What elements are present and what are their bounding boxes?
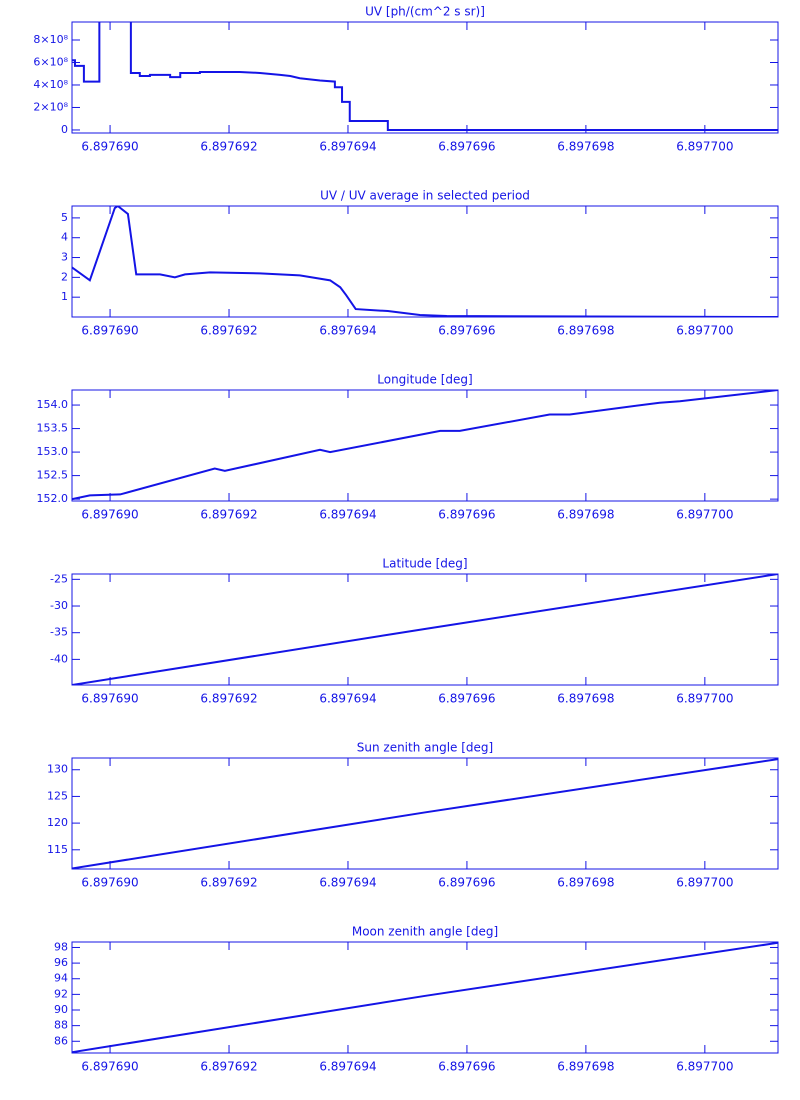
panel: UV / UV average in selected period 6.8976… bbox=[61, 189, 779, 338]
y-tick-label: 88 bbox=[54, 1019, 68, 1032]
x-tick-label: 6.897700 bbox=[676, 324, 733, 338]
x-tick-label: 6.897700 bbox=[676, 140, 733, 154]
data-line bbox=[72, 206, 778, 317]
plot-frame bbox=[71, 941, 779, 1054]
x-tick-label: 6.897698 bbox=[557, 324, 614, 338]
y-tick-label: 6×10⁸ bbox=[33, 55, 68, 68]
y-tick-label: -25 bbox=[50, 572, 68, 585]
x-tick-label: 6.897692 bbox=[200, 1060, 257, 1074]
data-line bbox=[72, 22, 778, 131]
y-tick-label: 154.0 bbox=[37, 398, 69, 411]
x-tick-label: 6.897696 bbox=[438, 508, 495, 522]
plot-frame bbox=[71, 573, 779, 686]
x-tick-label: 6.897690 bbox=[81, 1060, 138, 1074]
x-tick-label: 6.897692 bbox=[200, 692, 257, 706]
data-line bbox=[72, 758, 778, 869]
panel-title: UV [ph/(cm^2 s sr)] bbox=[365, 5, 485, 19]
x-tick-label: 6.897690 bbox=[81, 508, 138, 522]
panel-title: Moon zenith angle [deg] bbox=[352, 925, 498, 939]
x-tick-label: 6.897690 bbox=[81, 140, 138, 154]
data-line bbox=[72, 574, 778, 685]
y-tick-label: 4 bbox=[61, 231, 68, 244]
y-tick-label: -35 bbox=[50, 626, 68, 639]
x-tick-label: 6.897694 bbox=[319, 1060, 376, 1074]
x-tick-label: 6.897694 bbox=[319, 508, 376, 522]
x-tick-label: 6.897698 bbox=[557, 508, 614, 522]
y-tick-label: 152.5 bbox=[37, 469, 69, 482]
y-tick-label: 153.5 bbox=[37, 422, 69, 435]
x-tick-label: 6.897700 bbox=[676, 876, 733, 890]
x-tick-label: 6.897696 bbox=[438, 876, 495, 890]
x-tick-label: 6.897694 bbox=[319, 140, 376, 154]
plot-frame bbox=[71, 389, 779, 502]
x-tick-label: 6.897692 bbox=[200, 140, 257, 154]
data-line bbox=[72, 390, 778, 501]
y-tick-label: 3 bbox=[61, 251, 68, 264]
panel: UV [ph/(cm^2 s sr)] 6.897690 6.897692 6.897… bbox=[33, 5, 779, 154]
y-tick-label: 130 bbox=[47, 763, 68, 776]
panel-title: Longitude [deg] bbox=[377, 373, 472, 387]
x-tick-label: 6.897700 bbox=[676, 1060, 733, 1074]
x-tick-label: 6.897694 bbox=[319, 876, 376, 890]
x-tick-label: 6.897698 bbox=[557, 140, 614, 154]
y-tick-label: 120 bbox=[47, 816, 68, 829]
y-tick-label: 1 bbox=[61, 290, 68, 303]
plot-frame bbox=[71, 205, 779, 318]
y-tick-label: -40 bbox=[50, 652, 68, 665]
x-tick-label: 6.897696 bbox=[438, 324, 495, 338]
y-tick-label: 0 bbox=[61, 123, 68, 136]
x-tick-label: 6.897692 bbox=[200, 508, 257, 522]
plot-frame bbox=[71, 21, 779, 134]
y-tick-label: 2 bbox=[61, 270, 68, 283]
x-tick-label: 6.897690 bbox=[81, 692, 138, 706]
y-tick-label: 4×10⁸ bbox=[33, 78, 68, 91]
y-tick-label: 5 bbox=[61, 211, 68, 224]
x-tick-label: 6.897696 bbox=[438, 1060, 495, 1074]
y-tick-label: 115 bbox=[47, 843, 68, 856]
y-tick-label: 153.0 bbox=[37, 445, 69, 458]
y-tick-label: 86 bbox=[54, 1034, 68, 1047]
y-tick-label: 96 bbox=[54, 956, 68, 969]
panel-title: UV / UV average in selected period bbox=[320, 189, 530, 203]
y-tick-label: 8×10⁸ bbox=[33, 33, 68, 46]
y-tick-label: 92 bbox=[54, 987, 68, 1000]
x-tick-label: 6.897696 bbox=[438, 692, 495, 706]
x-tick-label: 6.897698 bbox=[557, 1060, 614, 1074]
panel: Latitude [deg] 6.897690 6.897692 6.897694 6.… bbox=[50, 557, 779, 706]
plot-frame bbox=[71, 757, 779, 870]
y-tick-label: 90 bbox=[54, 1003, 68, 1016]
x-tick-label: 6.897692 bbox=[200, 876, 257, 890]
y-tick-label: 152.0 bbox=[37, 492, 69, 505]
panel-title: Latitude [deg] bbox=[382, 557, 467, 571]
x-tick-label: 6.897690 bbox=[81, 324, 138, 338]
panel-title: Sun zenith angle [deg] bbox=[357, 741, 493, 755]
x-tick-label: 6.897698 bbox=[557, 692, 614, 706]
x-tick-label: 6.897696 bbox=[438, 140, 495, 154]
y-tick-label: -30 bbox=[50, 599, 68, 612]
y-tick-label: 125 bbox=[47, 789, 68, 802]
panel: Longitude [deg] 6.897690 6.897692 6.897694 6… bbox=[37, 373, 779, 522]
x-tick-label: 6.897700 bbox=[676, 692, 733, 706]
x-tick-label: 6.897698 bbox=[557, 876, 614, 890]
x-tick-label: 6.897700 bbox=[676, 508, 733, 522]
y-tick-label: 98 bbox=[54, 940, 68, 953]
x-tick-label: 6.897690 bbox=[81, 876, 138, 890]
x-tick-label: 6.897694 bbox=[319, 692, 376, 706]
panel: Sun zenith angle [deg] 6.897690 6.897692 6.… bbox=[47, 741, 779, 890]
x-tick-label: 6.897694 bbox=[319, 324, 376, 338]
x-tick-label: 6.897692 bbox=[200, 324, 257, 338]
panel: Moon zenith angle [deg] 6.897690 6.897692 6… bbox=[54, 925, 779, 1074]
y-tick-label: 2×10⁸ bbox=[33, 100, 68, 113]
y-tick-label: 94 bbox=[54, 972, 68, 985]
data-line bbox=[72, 942, 778, 1053]
